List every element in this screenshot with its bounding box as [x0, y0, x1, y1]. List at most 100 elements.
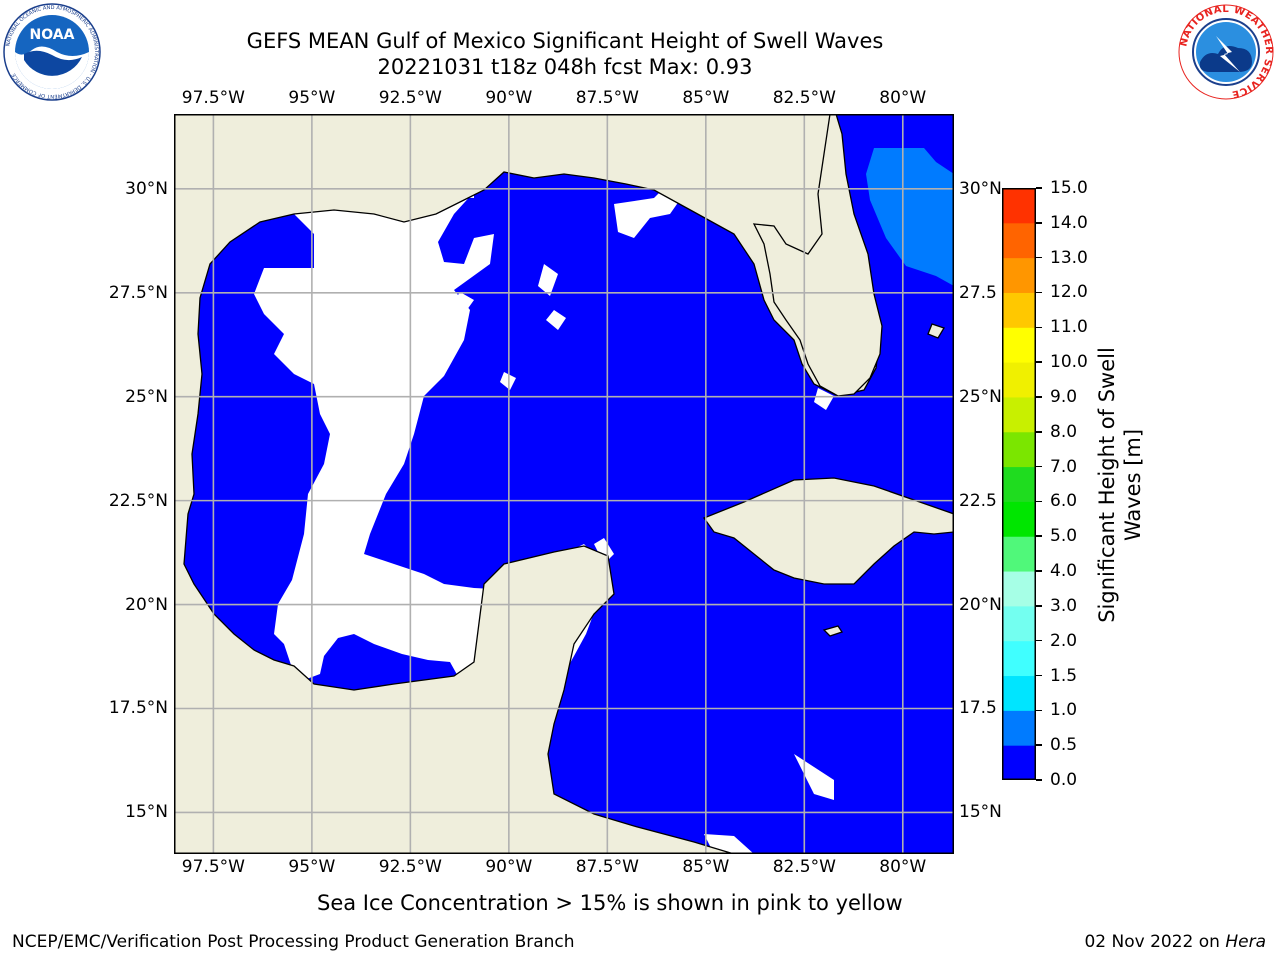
colorbar-tick-mark	[1036, 396, 1042, 398]
lat-tick-label: 25°N	[125, 386, 168, 407]
colorbar-tick-label: 10.0	[1050, 352, 1088, 373]
colorbar-tick-label: 11.0	[1050, 317, 1088, 338]
lat-tick-label-right: 30°N	[959, 178, 1002, 199]
lat-tick-label: 30°N	[125, 178, 168, 199]
lat-tick-label-right: 22.5	[959, 490, 997, 511]
colorbar-segment	[1002, 466, 1036, 502]
colorbar-segment	[1002, 396, 1036, 433]
sea-ice-caption: Sea Ice Concentration > 15% is shown in …	[317, 891, 903, 915]
land-jamaica	[822, 625, 844, 637]
chart-title: GEFS MEAN Gulf of Mexico Significant Hei…	[246, 29, 884, 53]
colorbar-segment	[1002, 362, 1036, 398]
colorbar-tick-mark	[1036, 605, 1042, 607]
colorbar-tick-label: 7.0	[1050, 456, 1078, 477]
land-florida	[752, 114, 883, 397]
colorbar-tick-mark	[1036, 709, 1042, 712]
lon-tick-label: 82.5°W	[772, 857, 836, 877]
lat-tick-label: 15°N	[125, 802, 168, 823]
footer-date: 02 Nov 2022 on Hera	[1084, 932, 1266, 952]
footer-branch: NCEP/EMC/Verification Post Processing Pr…	[12, 932, 575, 952]
lon-tick-label: 97.5°W	[181, 88, 245, 108]
colorbar-tick-mark	[1036, 570, 1042, 572]
colorbar-tick-mark	[1036, 535, 1042, 537]
lon-tick-label: 92.5°W	[378, 88, 442, 108]
colorbar-segment	[1002, 327, 1036, 363]
land-cuba	[702, 477, 954, 585]
colorbar-segment	[1002, 605, 1036, 642]
svg-text:NOAA: NOAA	[30, 27, 75, 43]
colorbar-tick-mark	[1036, 361, 1042, 363]
lat-tick-label-right: 25°N	[959, 386, 1002, 407]
lon-tick-label: 92.5°W	[378, 857, 442, 877]
colorbar-tick-label: 5.0	[1050, 526, 1078, 547]
map-frame	[174, 114, 954, 854]
lat-tick-label: 27.5°N	[108, 282, 168, 303]
colorbar-tick-label: 2.0	[1050, 630, 1078, 651]
lat-tick-label: 20°N	[125, 594, 168, 615]
colorbar-segment	[1002, 675, 1036, 711]
land-north-america	[174, 114, 881, 854]
colorbar-segment	[1002, 292, 1036, 328]
colorbar-tick-mark	[1036, 326, 1042, 329]
lon-tick-label: 95°W	[288, 857, 336, 877]
nws-logo: NATIONAL WEATHER SERVICE	[1178, 4, 1273, 100]
graticule	[174, 114, 954, 854]
colorbar-segment	[1002, 501, 1036, 537]
atlantic-swell-region	[866, 148, 954, 286]
colorbar-tick-mark	[1036, 431, 1042, 433]
colorbar-tick-label: 4.0	[1050, 561, 1078, 582]
colorbar-tick-mark	[1036, 779, 1042, 781]
land-bahamas	[927, 323, 945, 339]
colorbar-tick-label: 8.0	[1050, 421, 1078, 442]
colorbar-tick-label: 0.0	[1050, 770, 1078, 790]
colorbar-tick-label: 12.0	[1050, 282, 1088, 303]
noaa-logo: NOAA NATIONAL OCEANIC AND ATMOSPHERIC AD…	[3, 3, 101, 101]
colorbar-tick-mark	[1036, 291, 1042, 294]
colorbar-tick-mark	[1036, 639, 1042, 642]
lat-tick-label: 22.5°N	[108, 490, 168, 511]
colorbar-segment	[1002, 571, 1036, 607]
lat-tick-label-right: 15°N	[959, 802, 1002, 823]
lon-tick-label: 90°W	[485, 857, 533, 877]
colorbar-tick-label: 1.0	[1050, 700, 1078, 721]
colorbar-tick-label: 15.0	[1050, 178, 1088, 198]
lon-tick-label: 85°W	[682, 857, 730, 877]
colorbar-segment	[1002, 745, 1036, 780]
colorbar-tick-label: 13.0	[1050, 247, 1088, 268]
lon-tick-label: 97.5°W	[181, 857, 245, 877]
lat-tick-label-right: 27.5	[959, 282, 997, 303]
colorbar-segment	[1002, 431, 1036, 468]
colorbar-tick-mark	[1036, 500, 1042, 503]
colorbar-tick-label: 0.5	[1050, 735, 1078, 756]
colorbar-segment	[1002, 640, 1036, 677]
colorbar-tick-mark	[1036, 187, 1042, 189]
land-masses	[174, 114, 954, 854]
colorbar-tick-label: 6.0	[1050, 491, 1078, 512]
colorbar-segment	[1002, 188, 1036, 224]
colorbar-tick-label: 3.0	[1050, 595, 1078, 616]
lat-tick-label-right: 20°N	[959, 594, 1002, 615]
lon-tick-label: 80°W	[879, 857, 927, 877]
colorbar-segment	[1002, 257, 1036, 293]
lon-tick-label: 95°W	[288, 88, 336, 108]
colorbar	[1002, 188, 1036, 780]
colorbar-tick-mark	[1036, 465, 1042, 468]
lon-tick-label: 80°W	[879, 88, 927, 108]
colorbar-tick-mark	[1036, 674, 1042, 677]
colorbar-tick-label: 14.0	[1050, 212, 1088, 233]
colorbar-segment	[1002, 222, 1036, 259]
colorbar-segment	[1002, 710, 1036, 746]
lat-tick-label-right: 17.5	[959, 698, 997, 719]
colorbar-tick-mark	[1036, 256, 1042, 259]
lon-tick-label: 82.5°W	[772, 88, 836, 108]
lat-tick-label: 17.5°N	[108, 698, 168, 719]
chart-subtitle: 20221031 t18z 048h fcst Max: 0.93	[377, 55, 753, 79]
lon-tick-label: 85°W	[682, 88, 730, 108]
colorbar-tick-mark	[1036, 744, 1042, 746]
colorbar-tick-mark	[1036, 222, 1042, 224]
lon-tick-label: 87.5°W	[575, 88, 639, 108]
colorbar-segment	[1002, 536, 1036, 572]
colorbar-tick-label: 9.0	[1050, 386, 1078, 407]
map-panel	[174, 114, 954, 854]
lon-tick-label: 90°W	[485, 88, 533, 108]
